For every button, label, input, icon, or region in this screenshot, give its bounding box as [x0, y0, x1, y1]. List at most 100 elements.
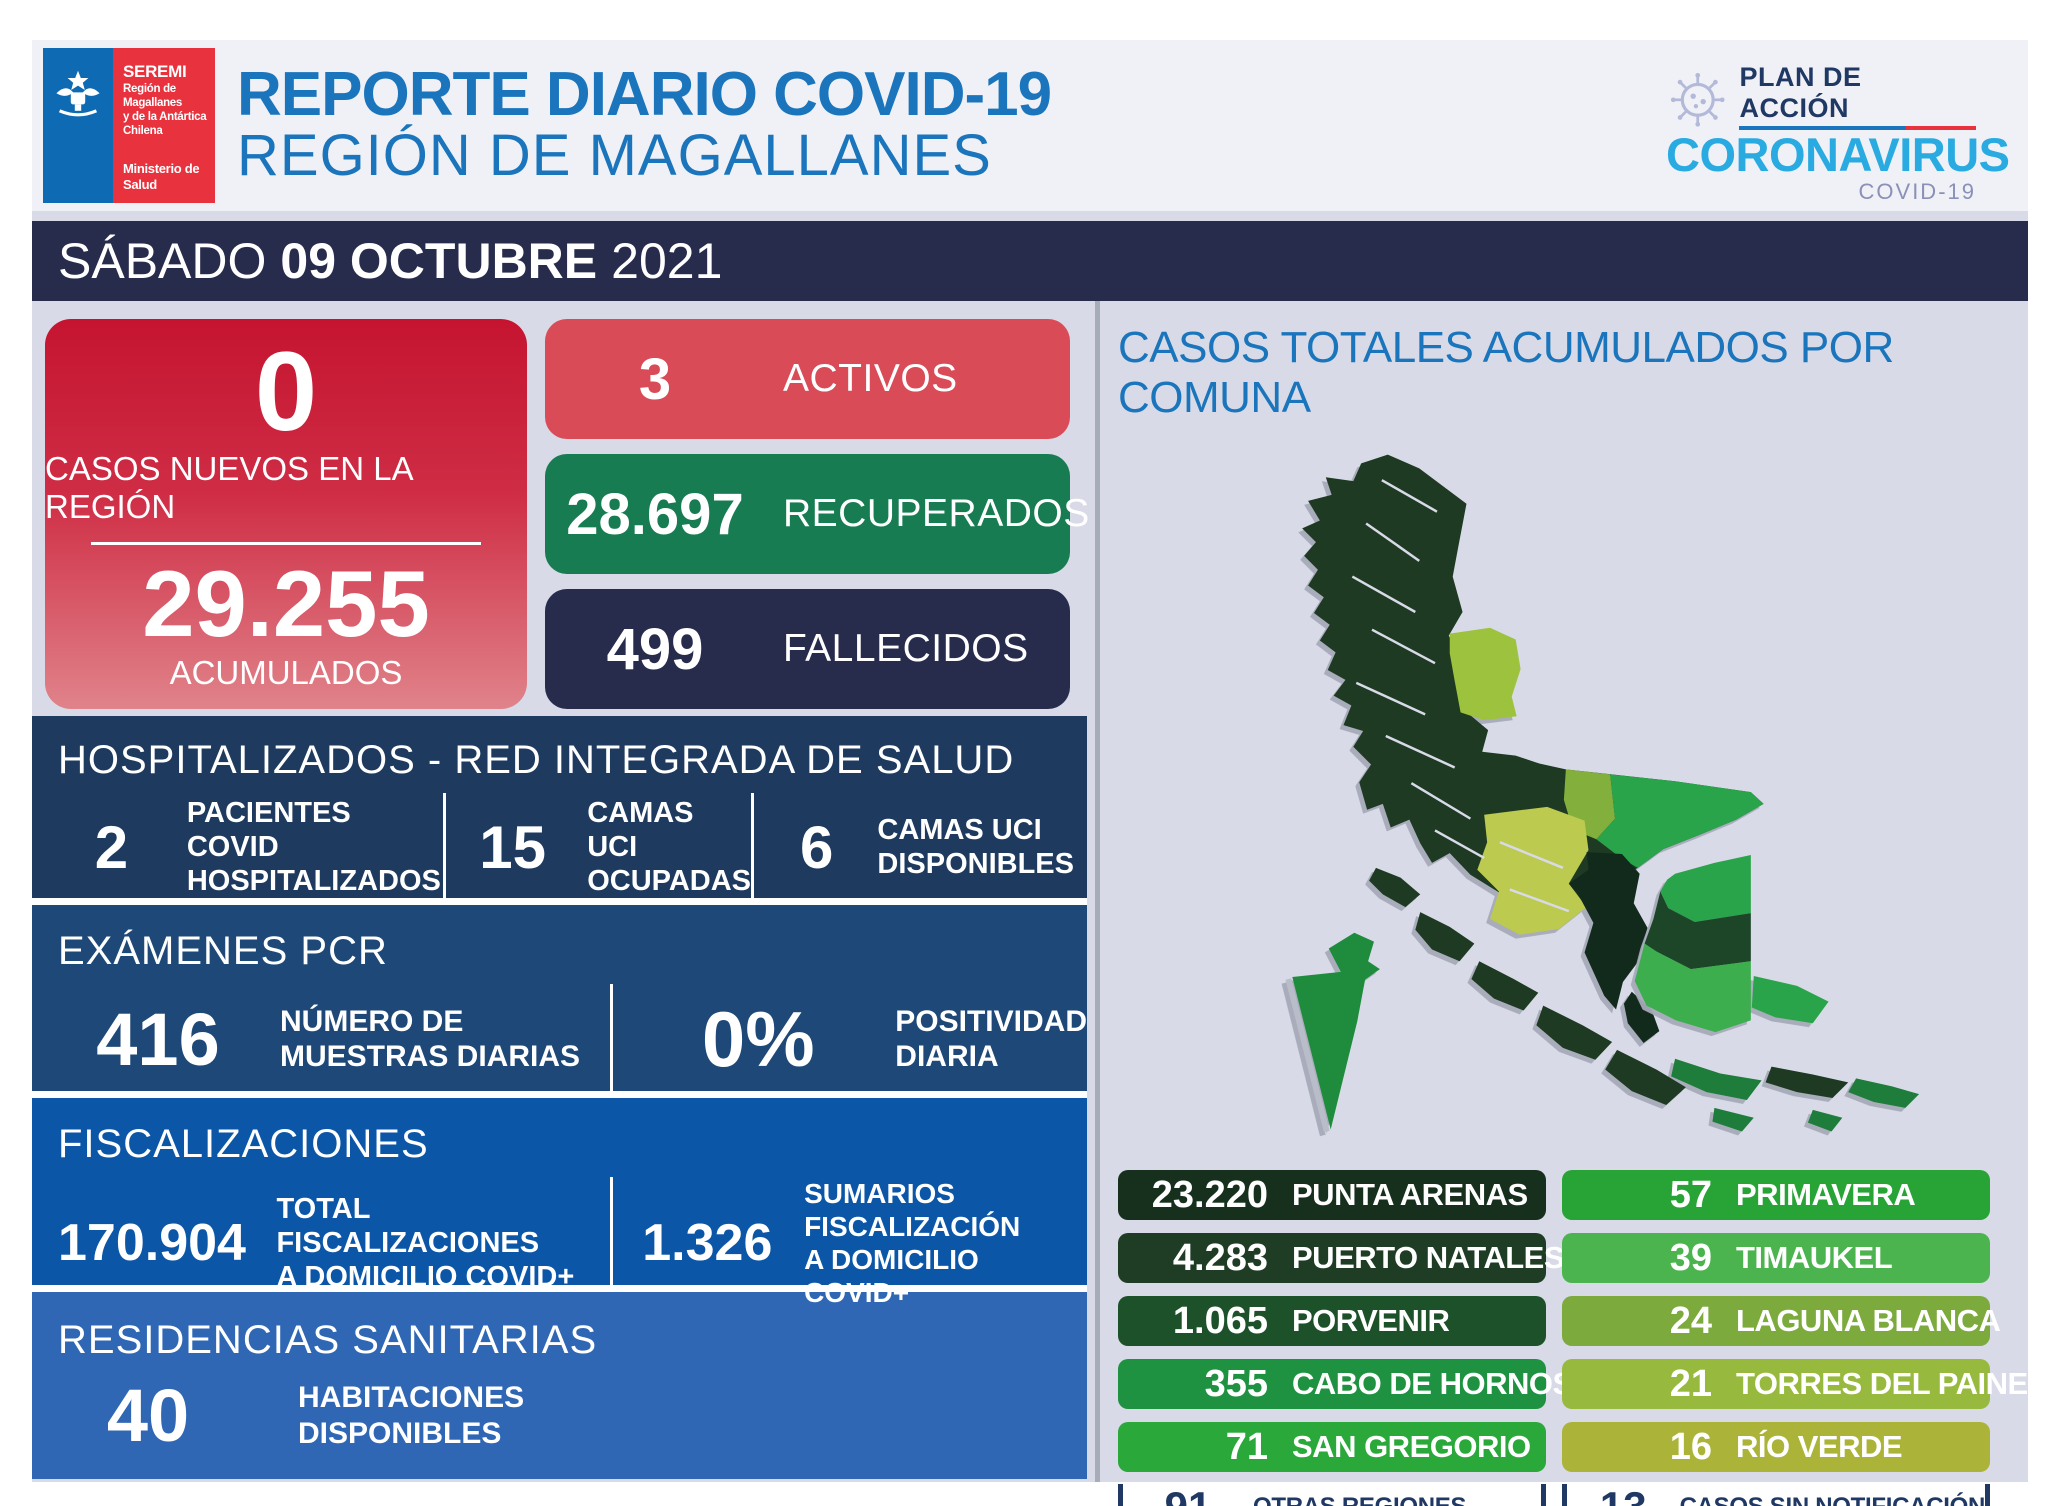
pcr-samples-value: 416 [96, 997, 220, 1081]
map-region-san-gregorio [1596, 774, 1764, 868]
map-region-punta-arenas [1568, 852, 1648, 1010]
inspections-title: FISCALIZACIONES [58, 1122, 429, 1166]
commune-label: SAN GREGORIO [1292, 1429, 1531, 1464]
commune-row-laguna-blanca: 24 LAGUNA BLANCA [1562, 1296, 2001, 1346]
commune-value: 39 [1669, 1236, 1712, 1279]
accumulated-label: ACUMULADOS [169, 653, 403, 691]
commune-value: 1.065 [1172, 1299, 1268, 1342]
map-region-porvenir [1644, 891, 1751, 970]
vertical-divider [751, 793, 754, 901]
map-mainland [1302, 454, 1764, 1043]
commune-label: CABO DE HORNOS [1292, 1366, 1573, 1401]
date-bar: SÁBADO 09 OCTUBRE 2021 [32, 221, 2028, 301]
residences-stat: 40 HABITACIONES DISPONIBLES [58, 1373, 524, 1458]
content: 0 CASOS NUEVOS EN LA REGIÓN 29.255 ACUMU… [32, 301, 2028, 1506]
inspections-summary-stat: 1.326 SUMARIOS FISCALIZACIÓN A DOMICILIO… [613, 1177, 1087, 1309]
hospitalized-patients-stat: 2 PACIENTES COVID HOSPITALIZADOS [58, 796, 443, 899]
stat-label-line: PACIENTES COVID [186, 796, 351, 863]
commune-label: PRIMAVERA [1736, 1177, 1916, 1212]
vertical-divider [443, 793, 446, 901]
map-antartica-shadow-edge [1285, 978, 1330, 1133]
card-divider [91, 542, 481, 546]
stat-label-line: HOSPITALIZADOS [186, 865, 441, 898]
commune-value: 21 [1669, 1362, 1712, 1405]
commune-row-san-gregorio: 71 SAN GREGORIO [1118, 1422, 1546, 1472]
hospitalized-patients-value: 2 [94, 813, 129, 881]
stat-label-line: DISPONIBLES [298, 1416, 502, 1450]
coronavirus-wordmark: CORONAVIRUS [1666, 128, 2010, 181]
stat-label-line: SUMARIOS [804, 1178, 955, 1209]
hospitalized-section: HOSPITALIZADOS - RED INTEGRADA DE SALUD … [32, 716, 1087, 901]
pcr-samples-stat: 416 NÚMERO DE MUESTRAS DIARIAS [58, 997, 610, 1082]
map-island [1471, 961, 1539, 1011]
residences-title: RESIDENCIAS SANITARIAS [58, 1318, 598, 1362]
footnote-casos-sin-notificacion: 13 CASOS SIN NOTIFICACIÓN [1562, 1482, 1990, 1506]
logo-region-line: Chilena [123, 125, 163, 138]
map-island [1536, 1005, 1613, 1060]
hospitalized-title: HOSPITALIZADOS - RED INTEGRADA DE SALUD [58, 738, 1015, 782]
commune-label: PUNTA ARENAS [1292, 1177, 1528, 1212]
vertical-divider [610, 984, 614, 1094]
commune-row-primavera: 57 PRIMAVERA [1562, 1170, 1990, 1220]
map-island [1415, 912, 1475, 962]
stat-label-line: CAMAS UCI [877, 813, 1042, 846]
divider-bar [1562, 1484, 1567, 1506]
vertical-divider [609, 1177, 613, 1289]
commune-label: RÍO VERDE [1736, 1429, 1903, 1464]
stat-label-line: CAMAS UCI [587, 796, 694, 863]
status-cards: 3 ACTIVOS 28.697 RECUPERADOS 499 FALLECI… [545, 319, 1089, 709]
inspections-total-stat: 170.904 TOTAL FISCALIZACIONES A DOMICILI… [58, 1192, 610, 1295]
header: SEREMI Región de Magallanes y de la Antá… [32, 40, 2028, 211]
coronavirus-plan-logo: PLAN DE ACCIÓN CORONAVIRUS COVID-19 [1666, 62, 2010, 204]
map-antartica [1285, 932, 1380, 1133]
map-island-cabo-de-hornos [1807, 1109, 1843, 1132]
commune-value: 57 [1669, 1173, 1712, 1216]
footnote-value: 13 [1567, 1483, 1680, 1506]
map-region-primavera [1660, 855, 1751, 922]
map-southern-islands [1369, 867, 1920, 1132]
date-day: SÁBADO [58, 233, 267, 289]
right-column: CASOS TOTALES ACUMULADOS POR COMUNA [1100, 301, 2028, 1506]
footnote-value: 91 [1123, 1483, 1253, 1506]
pcr-title: EXÁMENES PCR [58, 929, 388, 973]
residences-value: 40 [106, 1374, 190, 1457]
map-island-cabo-de-hornos [1712, 1107, 1754, 1132]
new-cases-label: CASOS NUEVOS EN LA REGIÓN [45, 450, 412, 526]
active-cases-card: 3 ACTIVOS [545, 319, 1070, 439]
left-column: 0 CASOS NUEVOS EN LA REGIÓN 29.255 ACUMU… [32, 301, 1089, 1482]
divider-bar [1541, 1484, 1546, 1506]
commune-label: TORRES DEL PAINE [1736, 1366, 2028, 1401]
map-region-antartica-blob [1328, 932, 1380, 981]
logo-region-line: y de la Antártica [123, 111, 207, 124]
coat-of-arms-icon [43, 48, 113, 203]
map-island [1765, 1066, 1849, 1099]
divider-bar [1985, 1484, 1990, 1506]
commune-value: 23.220 [1151, 1173, 1268, 1216]
new-cases-value: 0 [254, 329, 318, 455]
map-tierra-del-fuego [1634, 855, 1829, 1033]
stat-label-line: TOTAL FISCALIZACIONES [276, 1192, 540, 1259]
stat-label-line: FISCALIZACIÓN [804, 1211, 1021, 1243]
region-map [1124, 429, 2008, 1165]
icu-occupied-value: 15 [479, 813, 546, 881]
map-island-cabo-de-hornos [1671, 1058, 1762, 1101]
logo-ministry-line: Salud [123, 176, 157, 192]
commune-row-rio-verde: 16 RÍO VERDE [1562, 1422, 1990, 1472]
footnote-label: CASOS SIN NOTIFICACIÓN [1680, 1493, 1986, 1506]
plan-de-accion-label: PLAN DE ACCIÓN [1739, 62, 1976, 130]
inspections-total-value: 170.904 [58, 1214, 246, 1273]
magallanes-choropleth-map [1285, 454, 1920, 1133]
map-island-dawson [1623, 991, 1660, 1043]
report-panel: SEREMI Región de Magallanes y de la Antá… [32, 40, 2028, 1506]
map-region-antartica-triangle [1292, 969, 1368, 1130]
seremi-logo: SEREMI Región de Magallanes y de la Antá… [43, 48, 215, 203]
report-title-line2: REGIÓN DE MAGALLANES [237, 123, 992, 189]
recovered-label: RECUPERADOS [783, 492, 1090, 535]
map-region-torres-del-paine [1449, 627, 1521, 721]
commune-row-punta-arenas: 23.220 PUNTA ARENAS [1118, 1170, 1546, 1220]
inspections-section: FISCALIZACIONES 170.904 TOTAL FISCALIZAC… [32, 1091, 1087, 1308]
new-cases-card: 0 CASOS NUEVOS EN LA REGIÓN 29.255 ACUMU… [45, 319, 527, 709]
deceased-value: 499 [606, 616, 704, 682]
stat-label-line: OCUPADAS [587, 865, 751, 898]
